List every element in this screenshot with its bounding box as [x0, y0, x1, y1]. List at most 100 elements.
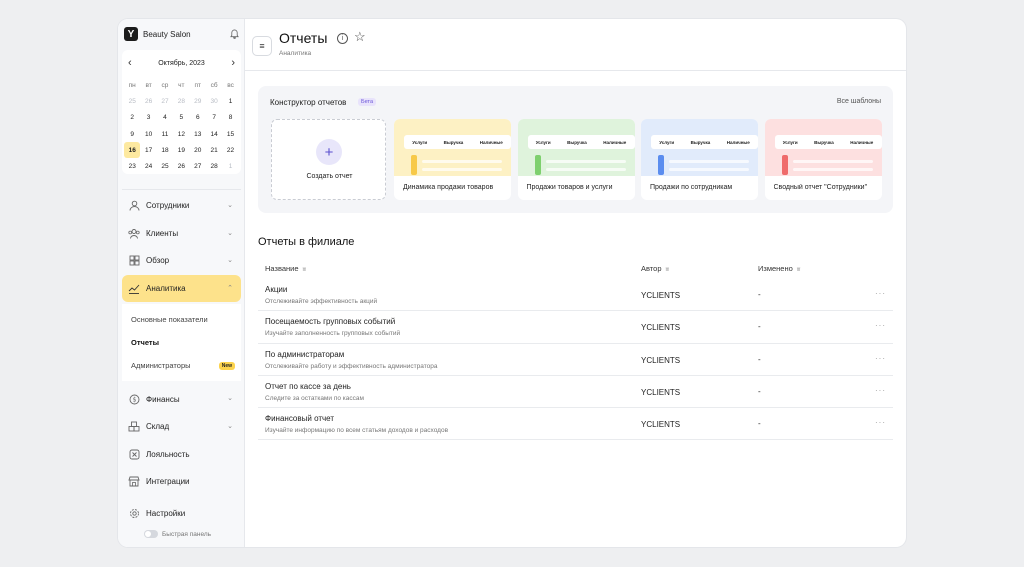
calendar-day[interactable]: 29	[194, 97, 202, 105]
calendar-day[interactable]: 27	[194, 163, 202, 171]
template-preview-line	[792, 168, 873, 171]
more-options-icon[interactable]: ···	[875, 385, 886, 395]
chevron-left-icon[interactable]: ‹	[128, 57, 132, 69]
create-report-card[interactable]: + Создать отчет	[271, 119, 386, 200]
calendar-day[interactable]: 3	[146, 114, 151, 122]
calendar-day[interactable]: 2	[130, 114, 134, 122]
calendar-day[interactable]: 12	[177, 130, 185, 138]
sidebar-item-settings[interactable]: Настройки	[122, 500, 241, 528]
table-row[interactable]: По администраторам Отслеживайте работу и …	[258, 344, 893, 376]
calendar-day[interactable]: 9	[130, 130, 134, 138]
template-preview-column: Наличные	[726, 139, 750, 145]
table-row[interactable]: Отчет по кассе за день Следите за остатка…	[258, 376, 893, 409]
quick-panel-toggle[interactable]	[144, 530, 158, 538]
column-header-name[interactable]: Название ⩸	[265, 264, 306, 274]
sidebar-item-finance[interactable]: $ Финансы ⌄	[122, 385, 241, 413]
template-card[interactable]: Услуги Выручка Наличные Динамика продажи то…	[394, 119, 511, 200]
sidebar-subitem-reports[interactable]: Отчеты	[131, 338, 160, 348]
sidebar-subitem-key-metrics[interactable]: Основные показатели	[131, 315, 208, 325]
calendar-day[interactable]: 13	[194, 130, 202, 138]
calendar-weekday: пн	[128, 81, 136, 89]
create-report-label: Создать отчет	[306, 173, 353, 180]
bell-icon[interactable]	[230, 29, 239, 39]
star-icon[interactable]: ☆	[354, 29, 366, 44]
column-header-author[interactable]: Автор ⩸	[641, 264, 669, 274]
brand[interactable]: Y Beauty Salon	[124, 26, 239, 42]
sidebar-item-clients[interactable]: Клиенты ⌄	[122, 220, 241, 248]
template-preview-column: Наличные	[850, 139, 874, 145]
template-card[interactable]: Услуги Выручка Наличные Продажи товаров и у…	[517, 119, 635, 200]
calendar-day[interactable]: 26	[177, 163, 185, 171]
calendar-day-today[interactable]: 16	[124, 142, 141, 159]
coin-icon: $	[128, 393, 140, 405]
filter-icon[interactable]: ⩸	[665, 267, 670, 273]
all-templates-link[interactable]: Все шаблоны	[836, 98, 881, 105]
menu-toggle-button[interactable]: ≡	[252, 36, 272, 56]
template-preview-columns: Услуги Выручка Наличные	[651, 135, 758, 149]
calendar-day[interactable]: 4	[163, 114, 167, 122]
calendar-day[interactable]: 1	[228, 163, 233, 171]
calendar-day[interactable]: 27	[161, 97, 169, 105]
filter-icon[interactable]: ⩸	[302, 267, 307, 273]
filter-icon[interactable]: ⩸	[796, 267, 801, 273]
more-options-icon[interactable]: ···	[875, 289, 886, 298]
calendar-day[interactable]: 1	[228, 97, 233, 105]
calendar-day[interactable]: 5	[179, 114, 184, 122]
column-header-label: Автор	[641, 264, 662, 273]
sidebar-item-overview[interactable]: Обзор ⌄	[122, 247, 241, 275]
store-icon	[128, 476, 140, 488]
calendar-day[interactable]: 15	[226, 130, 235, 138]
calendar-day[interactable]: 6	[195, 114, 200, 122]
calendar-day[interactable]: 20	[194, 146, 202, 154]
chevron-right-icon[interactable]: ›	[231, 57, 235, 69]
sidebar-item-warehouse[interactable]: Склад ⌄	[122, 413, 241, 441]
sidebar-subitem-admins[interactable]: Администраторы New	[122, 354, 241, 377]
sidebar-item-analytics[interactable]: Аналитика ⌃	[122, 274, 241, 303]
sidebar-item-employees[interactable]: Сотрудники ⌄	[122, 192, 241, 220]
calendar-day[interactable]: 19	[177, 146, 185, 154]
calendar-day[interactable]: 25	[161, 163, 169, 171]
table-row[interactable]: Посещаемость групповых событий Изучайте з…	[258, 311, 893, 344]
calendar-day[interactable]: 25	[128, 97, 136, 105]
more-options-icon[interactable]: ···	[875, 418, 886, 428]
calendar-day[interactable]: 17	[144, 146, 153, 154]
calendar-weekday: пт	[194, 81, 202, 89]
calendar-day[interactable]: 14	[210, 130, 218, 138]
template-preview-column: Услуги	[412, 139, 428, 145]
calendar-day[interactable]: 21	[210, 146, 218, 154]
more-options-icon[interactable]: ···	[875, 321, 886, 331]
calendar-day[interactable]: 11	[161, 130, 169, 138]
template-preview-column: Услуги	[535, 139, 551, 145]
calendar-day[interactable]: 26	[144, 97, 153, 105]
column-header-label: Название	[265, 264, 299, 273]
calendar-day[interactable]: 23	[128, 163, 136, 171]
calendar-day[interactable]: 10	[144, 130, 153, 138]
template-card[interactable]: Услуги Выручка Наличные Сводный отчет "Сотр…	[764, 119, 882, 200]
page-header: ≡ Отчеты i ☆ Аналитика	[245, 19, 906, 71]
calendar-day[interactable]: 8	[228, 114, 233, 122]
template-preview-column: Наличные	[603, 139, 627, 145]
table-row[interactable]: Акции Отслеживайте эффективность акций YCL…	[258, 279, 893, 312]
calendar-day[interactable]: 24	[144, 163, 153, 171]
more-options-icon[interactable]: ···	[875, 353, 886, 363]
template-preview: Услуги Выручка Наличные	[517, 119, 635, 176]
report-modified: -	[758, 354, 761, 364]
table-header: Название ⩸ Автор ⩸ Изменено ⩸	[258, 259, 893, 279]
calendar-day[interactable]: 28	[177, 97, 185, 105]
calendar-day[interactable]: 22	[226, 146, 235, 154]
report-description: Следите за остатками по кассам	[265, 394, 364, 402]
info-icon[interactable]: i	[337, 33, 348, 44]
calendar-day[interactable]: 18	[161, 146, 169, 154]
calendar-day[interactable]: 7	[212, 114, 216, 122]
quick-panel-toggle-row: Быстрая панель	[144, 530, 211, 538]
sidebar-item-loyalty[interactable]: Лояльность	[122, 441, 241, 469]
logo-icon: Y	[124, 27, 138, 41]
users-icon	[128, 227, 140, 239]
report-modified: -	[758, 386, 761, 396]
calendar-day[interactable]: 30	[210, 97, 218, 105]
sidebar-item-integrations[interactable]: Интеграции	[122, 468, 241, 496]
column-header-modified[interactable]: Изменено ⩸	[758, 264, 800, 274]
table-row[interactable]: Финансовый отчет Изучайте информацию по в…	[258, 408, 893, 441]
calendar-day[interactable]: 28	[210, 163, 218, 171]
template-card[interactable]: Услуги Выручка Наличные Продажи по сотрудни…	[641, 119, 758, 200]
